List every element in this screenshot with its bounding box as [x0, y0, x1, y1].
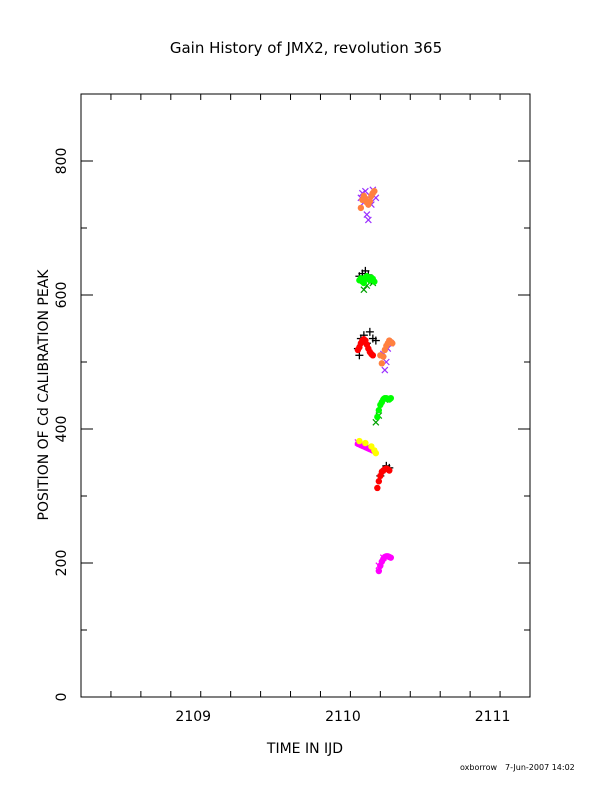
data-point — [364, 216, 372, 224]
axis-tick-labels: 2109 2110 2111 0 200 400 600 800 — [54, 148, 510, 725]
axis-ticks — [81, 94, 530, 697]
point-dot — [357, 204, 365, 212]
data-point — [372, 449, 380, 457]
data-point — [360, 286, 368, 294]
point-dot — [371, 278, 378, 285]
point-dot — [375, 567, 383, 575]
point-stroke — [381, 366, 389, 374]
data-point — [375, 478, 383, 485]
point-dot — [356, 437, 363, 445]
x-tick-label: 2111 — [475, 709, 511, 725]
point-dot — [372, 449, 380, 457]
point-dot — [378, 360, 386, 367]
point-stroke — [372, 418, 380, 426]
point-stroke — [364, 216, 372, 224]
data-point — [372, 418, 380, 426]
data-point — [357, 204, 365, 212]
point-stroke — [360, 286, 368, 294]
point-dot — [366, 198, 374, 205]
data-point — [381, 366, 389, 374]
data-point — [378, 360, 386, 367]
data-point — [366, 198, 374, 205]
y-tick-label: 400 — [54, 416, 70, 443]
x-tick-label: 2109 — [175, 709, 211, 725]
point-stroke — [363, 282, 371, 290]
y-tick-label: 200 — [54, 550, 70, 577]
data-point — [380, 353, 387, 360]
data-point — [375, 407, 383, 414]
point-dot — [386, 467, 393, 474]
data-points — [353, 186, 396, 575]
data-point — [360, 279, 368, 287]
point-stroke — [372, 194, 380, 202]
data-point — [371, 278, 378, 285]
data-point — [365, 327, 374, 336]
y-tick-label: 0 — [54, 693, 70, 702]
point-dot — [389, 340, 396, 347]
data-point — [371, 187, 378, 195]
footer-timestamp: 7-Jun-2007 14:02 — [505, 763, 575, 772]
x-axis-title: TIME IN IJD — [266, 741, 343, 757]
data-point — [374, 484, 381, 492]
point-dot — [374, 413, 381, 421]
point-dot — [371, 187, 378, 195]
data-point — [389, 340, 396, 347]
data-point — [374, 413, 381, 421]
data-point — [356, 437, 363, 445]
point-dot — [369, 352, 377, 359]
data-point — [375, 567, 383, 575]
point-dot — [387, 554, 395, 561]
data-point — [387, 394, 395, 402]
data-point — [369, 352, 377, 359]
point-dot — [375, 407, 383, 414]
point-dot — [387, 394, 395, 402]
point-dot — [375, 478, 383, 485]
point-dot — [362, 439, 369, 447]
data-point — [386, 467, 393, 474]
y-tick-label: 600 — [54, 282, 70, 309]
y-axis-title: POSITION OF Cd CALIBRATION PEAK — [36, 269, 52, 521]
data-point — [363, 211, 371, 219]
x-tick-label: 2110 — [325, 709, 361, 725]
point-dot — [374, 484, 381, 492]
data-point — [371, 336, 380, 345]
data-point — [387, 554, 395, 561]
point-dot — [380, 353, 387, 360]
plot-frame — [80, 93, 531, 698]
point-stroke — [363, 211, 371, 219]
point-dot — [360, 279, 368, 287]
y-tick-label: 800 — [54, 148, 70, 175]
data-point — [362, 439, 369, 447]
chart-title: Gain History of JMX2, revolution 365 — [170, 39, 442, 57]
footer-user: oxborrow — [460, 763, 498, 772]
